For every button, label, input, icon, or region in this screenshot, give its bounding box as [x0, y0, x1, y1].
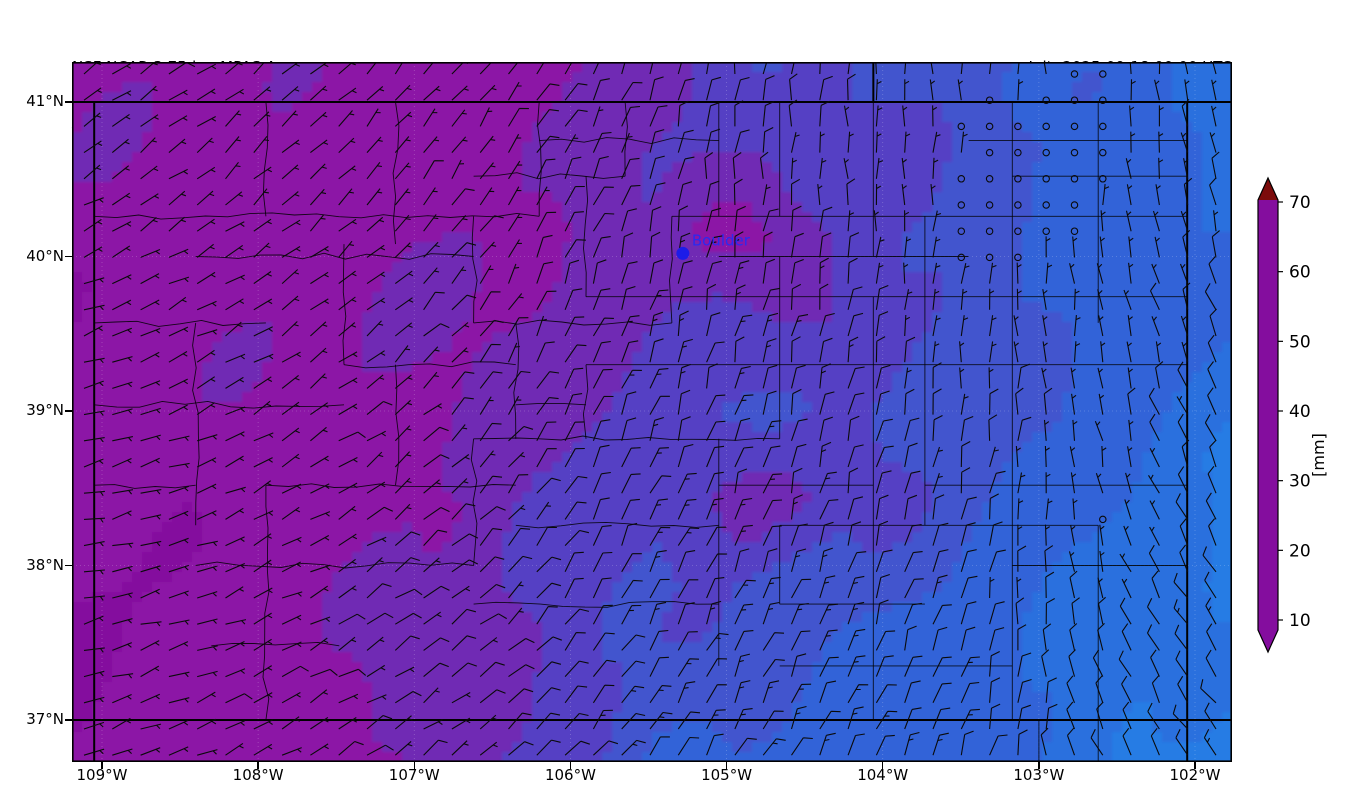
city-marker-dot — [676, 246, 690, 260]
colorbar-outline — [1257, 176, 1279, 654]
colorbar-tick-label: 60 — [1289, 263, 1311, 283]
y-axis-tick — [65, 564, 72, 567]
plot-frame — [72, 62, 1232, 762]
y-axis-tick — [65, 410, 72, 412]
x-tick-label: 107°W — [388, 766, 440, 784]
colorbar-tick-label: 50 — [1289, 332, 1311, 352]
x-axis-tick — [257, 762, 259, 769]
x-axis-tick — [725, 762, 728, 769]
colorbar-tick-label: 40 — [1289, 402, 1311, 422]
map-plot-area: Boulder — [72, 62, 1232, 762]
y-axis-tick — [65, 255, 72, 258]
x-tick-label: 106°W — [544, 766, 596, 784]
y-tick-label: 40°N — [26, 246, 64, 265]
x-axis-tick — [1194, 762, 1196, 769]
x-tick-label: 108°W — [232, 766, 284, 784]
colorbar-gradient — [1258, 200, 1278, 630]
x-axis-tick — [1038, 762, 1040, 769]
x-tick-label: 102°W — [1169, 766, 1221, 784]
county-borders — [94, 101, 1188, 762]
x-tick-label: 104°W — [857, 766, 909, 784]
city-marker: Boulder — [676, 231, 751, 260]
x-axis-tick — [101, 762, 103, 769]
calm-wind-circles — [957, 70, 1107, 524]
colorbar-extend-max-arrow — [1258, 178, 1278, 200]
colorbar-extend-min-arrow — [1258, 630, 1278, 652]
x-axis-tick — [882, 762, 884, 769]
x-tick-label: 105°W — [701, 766, 753, 784]
y-axis-tick — [65, 101, 72, 103]
y-axis-tick — [65, 719, 72, 721]
colorbar: 10 20 30 40 50 60 70 [mm] — [1248, 168, 1349, 728]
y-tick-label: 38°N — [26, 555, 64, 574]
colorbar-tick-label: 10 — [1289, 611, 1311, 631]
x-axis-tick — [413, 762, 415, 769]
wind-barbs — [83, 62, 1220, 756]
x-tick-label: 109°W — [76, 766, 128, 784]
colorbar-tick-label: 70 — [1289, 193, 1311, 213]
x-axis-tick — [569, 762, 572, 769]
city-label: Boulder — [692, 231, 751, 249]
y-tick-label: 37°N — [26, 710, 64, 728]
colorbar-tick-label: 20 — [1289, 541, 1311, 561]
y-tick-label: 39°N — [26, 401, 64, 419]
colorbar-tick-label: 30 — [1289, 472, 1311, 492]
tpw-field — [72, 62, 1232, 762]
y-tick-label: 41°N — [26, 92, 64, 110]
colorbar-unit-label: [mm] — [1309, 433, 1328, 477]
x-tick-label: 103°W — [1013, 766, 1065, 784]
